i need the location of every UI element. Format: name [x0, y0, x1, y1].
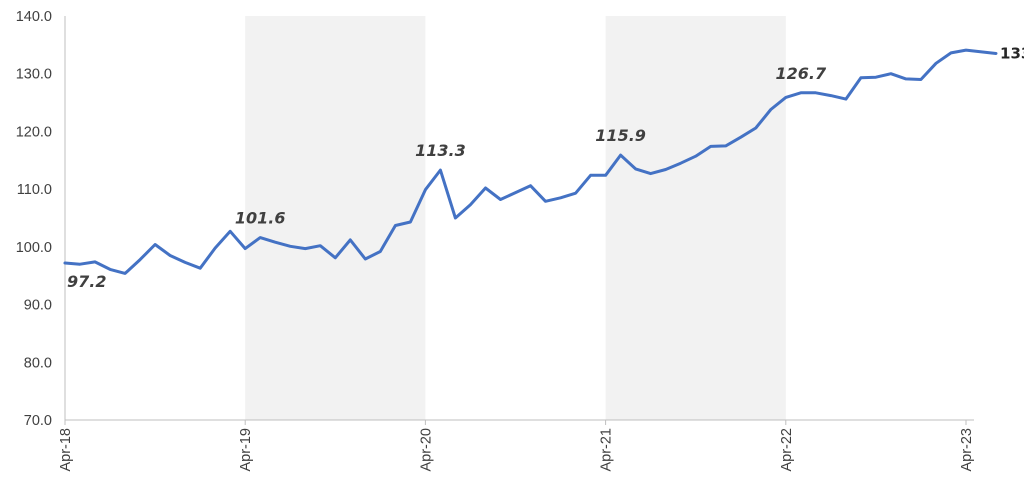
- series-lines: [63, 48, 998, 275]
- y-tick-label: 120.0: [16, 124, 52, 140]
- x-axis-tick-labels: Apr-18 Apr-19 Apr-20 Apr-21 Apr-22 Apr-23: [58, 420, 975, 472]
- shaded-period-1: [245, 16, 426, 420]
- y-tick-label: 100.0: [16, 240, 52, 256]
- shaded-period-2: [605, 16, 786, 420]
- x-tick-label: Apr-19: [238, 428, 254, 472]
- annotation-label: 115.9: [595, 126, 646, 145]
- y-axis-tick-labels: 70.0 80.0 90.0 100.0 110.0 120.0 130.0 140.0: [16, 9, 52, 429]
- x-tick-label: Apr-18: [58, 428, 74, 472]
- y-tick-label: 110.0: [17, 182, 52, 198]
- shaded-periods: [245, 16, 786, 420]
- y-tick-label: 90.0: [24, 298, 52, 314]
- annotation-label: 126.7: [776, 64, 827, 83]
- annotation-label: 133.5: [1000, 45, 1024, 63]
- x-tick-label: Apr-21: [599, 428, 615, 472]
- series-line: [63, 48, 998, 275]
- x-tick-label: Apr-22: [779, 428, 795, 472]
- y-tick-label: 130.0: [16, 67, 52, 83]
- y-tick-label: 80.0: [24, 355, 52, 371]
- annotation-label: 113.3: [415, 141, 466, 160]
- annotation-label: 101.6: [235, 209, 286, 228]
- annotation-label: 97.2: [67, 272, 106, 291]
- data-annotations: 97.2 101.6 113.3 115.9 126.7 133.5: [67, 45, 1024, 292]
- axes: [64, 16, 974, 421]
- y-tick-label: 70.0: [24, 413, 52, 429]
- x-tick-label: Apr-23: [959, 428, 975, 472]
- x-tick-label: Apr-20: [418, 428, 434, 472]
- y-tick-label: 140.0: [16, 9, 52, 25]
